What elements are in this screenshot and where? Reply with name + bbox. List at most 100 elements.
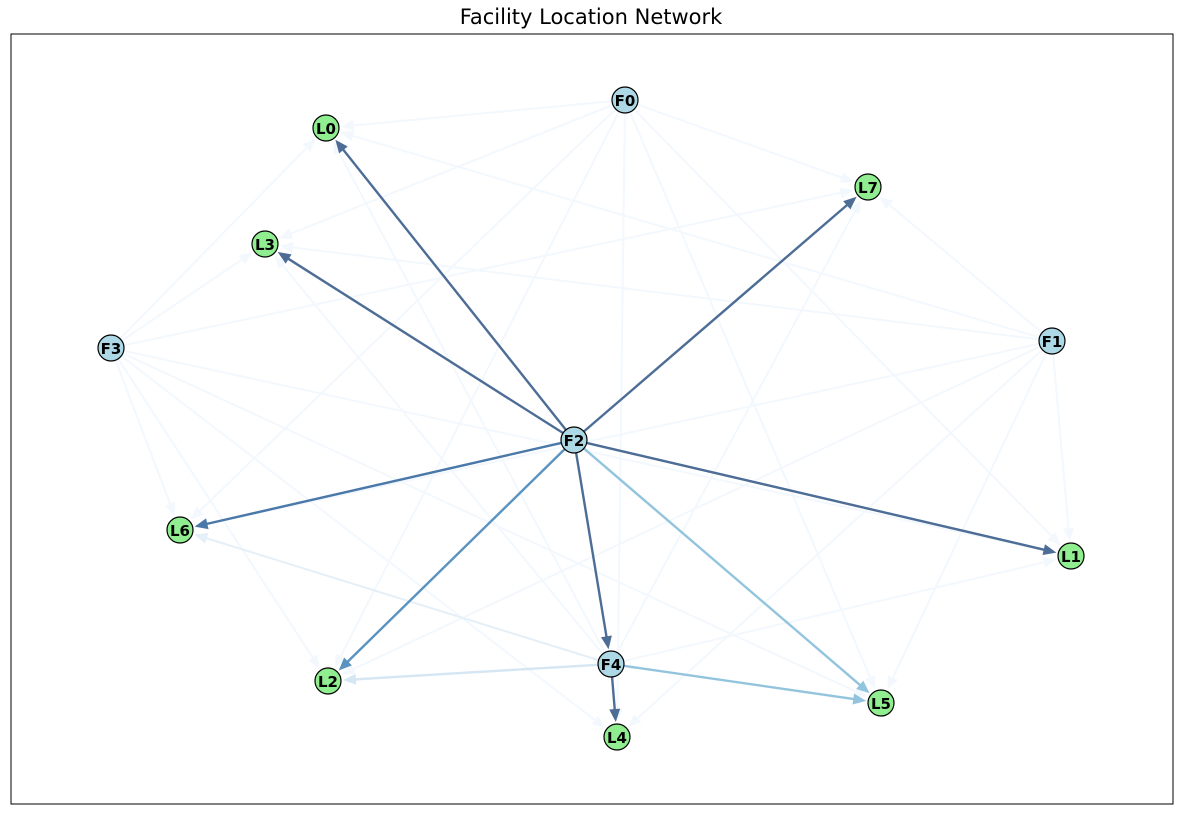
arrowhead bbox=[340, 119, 355, 131]
node-circle bbox=[97, 334, 125, 362]
node-label: L1 bbox=[1061, 548, 1081, 566]
node-circle bbox=[597, 650, 625, 678]
node-label: F0 bbox=[615, 92, 636, 110]
edge-F4-L3 bbox=[274, 255, 604, 655]
arrowhead bbox=[308, 654, 320, 669]
arrowhead bbox=[879, 196, 894, 210]
chart-title: Facility Location Network bbox=[459, 5, 723, 29]
arrowhead bbox=[279, 241, 294, 253]
node-f0: F0 bbox=[611, 86, 639, 114]
edge-F1-L3 bbox=[279, 241, 1040, 341]
arrowhead bbox=[849, 200, 861, 215]
edge-F0-L0 bbox=[340, 100, 613, 131]
arrowhead bbox=[342, 673, 357, 685]
node-l5: L5 bbox=[867, 689, 895, 717]
node-circle bbox=[560, 426, 588, 454]
edge-F0-L3 bbox=[278, 103, 614, 239]
edge-F4-L6 bbox=[194, 533, 599, 662]
edge-F2-L1 bbox=[586, 441, 1057, 555]
arrowhead bbox=[1047, 532, 1061, 546]
arrowhead bbox=[887, 675, 898, 690]
edge-F4-L7 bbox=[616, 200, 861, 654]
node-l2: L2 bbox=[314, 667, 342, 695]
edge-F3-L4 bbox=[120, 355, 606, 728]
arrowhead bbox=[852, 693, 867, 705]
arrowhead bbox=[335, 139, 348, 154]
edge-F1-L2 bbox=[341, 345, 1041, 675]
arrowhead bbox=[277, 252, 292, 264]
node-circle bbox=[611, 86, 639, 114]
arrowhead bbox=[1042, 557, 1057, 568]
edge-F3-L2 bbox=[117, 358, 320, 669]
node-f4: F4 bbox=[597, 650, 625, 678]
node-l0: L0 bbox=[312, 114, 340, 142]
arrowhead bbox=[609, 708, 621, 723]
node-label: L7 bbox=[858, 179, 878, 197]
edge-F1-L6 bbox=[194, 342, 1040, 530]
arrowhead bbox=[340, 130, 355, 142]
edge-F4-L5 bbox=[623, 664, 867, 705]
arrowhead bbox=[194, 518, 209, 530]
node-label: L3 bbox=[255, 236, 275, 254]
plot-frame bbox=[10, 33, 1174, 805]
node-label: L5 bbox=[871, 695, 891, 713]
edge-F1-L7 bbox=[879, 196, 1043, 334]
edge-F3-L3 bbox=[121, 252, 253, 342]
edge-F4-L1 bbox=[623, 557, 1057, 663]
arrowhead bbox=[194, 533, 209, 544]
edge-F2-F4 bbox=[574, 452, 612, 650]
arrowhead bbox=[843, 196, 857, 210]
arrowhead bbox=[334, 653, 346, 668]
node-circle bbox=[1038, 327, 1066, 355]
node-circle bbox=[854, 173, 882, 201]
node-l7: L7 bbox=[854, 173, 882, 201]
node-label: F4 bbox=[601, 656, 622, 674]
edge-F0-L1 bbox=[633, 108, 1061, 546]
edge-F2-L6 bbox=[194, 441, 562, 530]
arrowhead bbox=[628, 714, 642, 727]
edge-F3-L0 bbox=[119, 138, 316, 340]
arrowhead bbox=[302, 138, 316, 152]
node-label: F2 bbox=[564, 432, 585, 450]
node-label: F3 bbox=[101, 340, 122, 358]
edge-F3-L6 bbox=[114, 359, 176, 516]
arrowhead bbox=[839, 187, 854, 199]
nodes-layer: F0 F1 F2 F3 F4 L0 L1 L2 L3 L4 L5 L6 L7 bbox=[97, 86, 1085, 751]
node-f1: F1 bbox=[1038, 327, 1066, 355]
node-label: L4 bbox=[607, 729, 627, 747]
node-circle bbox=[1057, 542, 1085, 570]
node-l3: L3 bbox=[251, 230, 279, 258]
node-l4: L4 bbox=[603, 723, 631, 751]
node-l1: L1 bbox=[1057, 542, 1085, 570]
arrowhead bbox=[164, 501, 176, 516]
edge-F3-L7 bbox=[123, 187, 854, 347]
edge-F0-L7 bbox=[636, 103, 854, 183]
node-circle bbox=[251, 230, 279, 258]
arrowhead bbox=[190, 506, 204, 520]
arrowhead bbox=[601, 635, 612, 650]
edge-F4-L4 bbox=[609, 676, 621, 723]
edge-F0-L2 bbox=[334, 111, 620, 668]
edge-F2-L7 bbox=[583, 196, 857, 433]
arrowhead bbox=[274, 255, 288, 270]
edge-F1-L4 bbox=[628, 349, 1044, 727]
edge-F0-L5 bbox=[629, 111, 876, 690]
edge-F2-L2 bbox=[338, 448, 566, 671]
arrowhead bbox=[338, 657, 352, 671]
arrowhead bbox=[278, 228, 294, 239]
edges-layer bbox=[114, 100, 1075, 728]
node-f3: F3 bbox=[97, 334, 125, 362]
arrowhead bbox=[864, 675, 876, 690]
edge-F4-L2 bbox=[342, 663, 599, 685]
arrowhead bbox=[591, 715, 606, 728]
node-circle bbox=[166, 516, 194, 544]
arrowhead bbox=[1042, 544, 1057, 555]
node-circle bbox=[314, 667, 342, 695]
arrowhead bbox=[856, 680, 870, 694]
node-label: L0 bbox=[316, 120, 336, 138]
edge-F2-L5 bbox=[583, 447, 870, 694]
edge-F2-L3 bbox=[277, 252, 564, 435]
arrowhead bbox=[238, 252, 253, 265]
node-circle bbox=[867, 689, 895, 717]
node-l6: L6 bbox=[166, 516, 194, 544]
